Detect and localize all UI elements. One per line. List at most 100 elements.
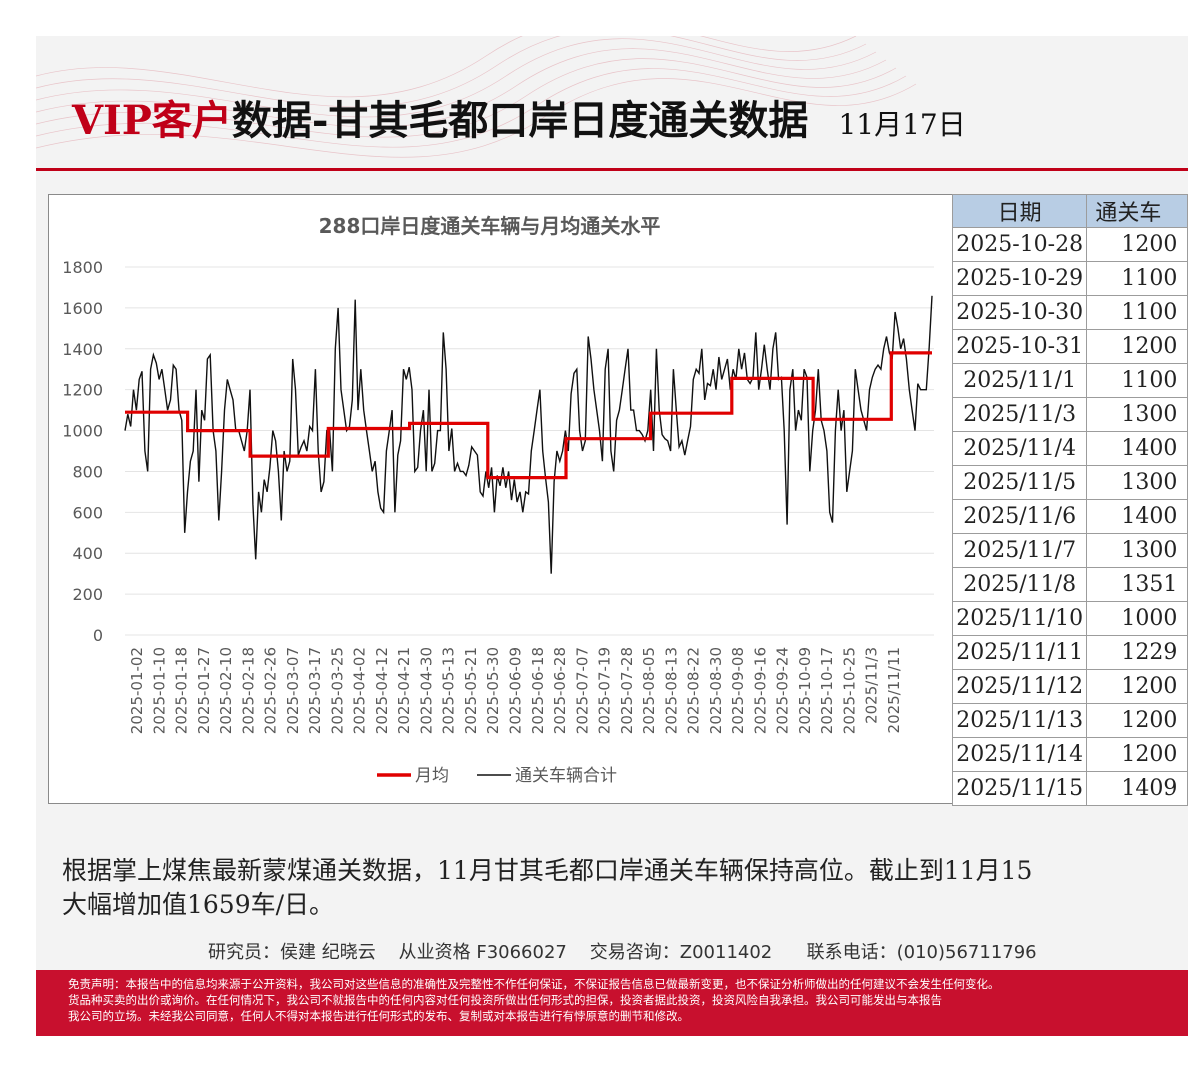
table-cell-date: 2025/11/11 — [951, 635, 1088, 670]
table-row: 2025/11/10 1000 — [951, 601, 1188, 636]
x-tick-label: 2025-08-13 — [662, 647, 680, 734]
table-row: 2025-10-29 1100 — [951, 261, 1188, 296]
table-cell-vehicles: 1400 — [1086, 499, 1188, 534]
disclaimer-line-2: 货品种买卖的出价或询价。在任何情况下，我公司不就报告中的任何内容对任何投资所做出… — [68, 993, 942, 1007]
x-tick-label: 2025-06-18 — [529, 647, 547, 734]
consult-number: 交易咨询：Z0011402 — [589, 942, 773, 963]
table-cell-date: 2025/11/12 — [951, 669, 1088, 704]
x-tick-label: 2025-02-10 — [217, 647, 235, 734]
y-tick-label: 1400 — [62, 340, 103, 359]
chart-title: 288口岸日度通关车辆与月均通关水平 — [319, 214, 661, 238]
table-cell-date: 2025/11/13 — [951, 703, 1088, 738]
qualification: 从业资格 F3066027 — [398, 942, 567, 963]
table-row: 2025/11/7 1300 — [951, 533, 1188, 568]
disclaimer-banner: 免责声明：本报告中的信息均来源于公开资料，我公司对这些信息的准确性及完整性不作任… — [36, 970, 1188, 1036]
x-tick-label: 2025-07-19 — [596, 647, 614, 734]
x-tick-label: 2025-05-21 — [462, 647, 480, 734]
table-cell-vehicles: 1200 — [1086, 703, 1188, 738]
x-tick-label: 2025-09-24 — [774, 647, 792, 734]
x-tick-label: 2025-07-07 — [573, 647, 591, 734]
disclaimer-line-1: 免责声明：本报告中的信息均来源于公开资料，我公司对这些信息的准确性及完整性不作任… — [68, 977, 1000, 991]
table-row: 2025/11/11 1229 — [951, 635, 1188, 670]
x-tick-label: 2025-08-30 — [707, 647, 725, 734]
y-tick-label: 1800 — [62, 258, 103, 277]
table-cell-vehicles: 1100 — [1086, 363, 1188, 398]
analysis-line-1: 根据掌上煤焦最新蒙煤通关数据，11月甘其毛都口岸通关车辆保持高位。截止到11月1… — [62, 856, 1033, 885]
x-tick-label: 2025-08-05 — [640, 647, 658, 734]
x-tick-label: 2025-03-17 — [306, 647, 324, 734]
x-tick-label: 2025-06-28 — [551, 647, 569, 734]
x-tick-label: 2025-04-02 — [351, 647, 369, 734]
x-tick-label: 2025-02-26 — [262, 647, 280, 734]
x-tick-label: 2025-03-07 — [284, 647, 302, 734]
contact-line: 研究员：侯建 纪晓云 从业资格 F3066027 交易咨询：Z0011402 联… — [208, 938, 1037, 964]
x-tick-label: 2025-03-25 — [328, 647, 346, 734]
x-tick-label: 2025/11/3 — [863, 647, 881, 724]
table-cell-date: 2025/11/6 — [951, 499, 1088, 534]
legend-label-daily: 通关车辆合计 — [515, 766, 617, 786]
table-cell-vehicles: 1200 — [1086, 737, 1188, 772]
x-tick-label: 2025-07-28 — [618, 647, 636, 734]
table-cell-vehicles: 1351 — [1086, 567, 1188, 602]
table-cell-vehicles: 1229 — [1086, 635, 1188, 670]
researchers: 研究员：侯建 纪晓云 — [208, 942, 376, 963]
table-cell-date: 2025-10-28 — [951, 227, 1088, 262]
x-tick-label: 2025/11/11 — [885, 647, 903, 733]
x-tick-label: 2025-08-22 — [685, 647, 703, 734]
table-header-row: 日期 通关车 — [951, 194, 1188, 228]
table-cell-vehicles: 1200 — [1086, 329, 1188, 364]
x-tick-label: 2025-01-18 — [173, 647, 191, 734]
title-main: 数据-甘其毛都口岸日度通关数据 — [231, 97, 809, 144]
y-tick-label: 1600 — [62, 299, 103, 318]
table-row: 2025/11/14 1200 — [951, 737, 1188, 772]
table-row: 2025/11/15 1409 — [951, 771, 1188, 806]
table-row: 2025/11/4 1400 — [951, 431, 1188, 466]
table-cell-vehicles: 1400 — [1086, 431, 1188, 466]
y-tick-label: 1200 — [62, 381, 103, 400]
table-row: 2025/11/1 1100 — [951, 363, 1188, 398]
table-cell-vehicles: 1300 — [1086, 465, 1188, 500]
y-tick-label: 400 — [72, 544, 103, 563]
x-tick-label: 2025-01-10 — [150, 647, 168, 734]
page-title: VIP客户数据-甘其毛都口岸日度通关数据 11月17日 — [72, 88, 966, 146]
table-cell-date: 2025-10-29 — [951, 261, 1088, 296]
table-cell-date: 2025/11/10 — [951, 601, 1088, 636]
x-tick-label: 2025-10-09 — [796, 647, 814, 734]
daily-clearance-chart: 288口岸日度通关车辆与月均通关水平 0 200 400 600 800 1000 1200 1… — [62, 214, 934, 786]
x-tick-label: 2025-05-13 — [440, 647, 458, 734]
x-tick-label: 2025-04-30 — [417, 647, 435, 734]
table-cell-date: 2025/11/8 — [951, 567, 1088, 602]
table-row: 2025/11/3 1300 — [951, 397, 1188, 432]
report-date: 11月17日 — [838, 108, 966, 141]
chart-panel: 288口岸日度通关车辆与月均通关水平 0 200 400 600 800 1000 1200 1… — [48, 194, 953, 804]
x-tick-label: 2025-01-27 — [195, 647, 213, 734]
x-tick-label: 2025-04-21 — [395, 647, 413, 734]
table-row: 2025-10-30 1100 — [951, 295, 1188, 330]
table-cell-date: 2025-10-31 — [951, 329, 1088, 364]
table-row: 2025-10-28 1200 — [951, 227, 1188, 262]
table-header-date: 日期 — [951, 194, 1088, 228]
table-cell-date: 2025-10-30 — [951, 295, 1088, 330]
y-tick-label: 600 — [72, 503, 103, 522]
x-tick-label: 2025-01-02 — [128, 647, 146, 734]
report-slide: VIP客户数据-甘其毛都口岸日度通关数据 11月17日 288口岸日度通关车辆与月… — [36, 36, 1188, 1036]
legend-label-monthly: 月均 — [415, 766, 449, 786]
table-header-vehicles: 通关车 — [1086, 194, 1188, 228]
table-cell-vehicles: 1200 — [1086, 669, 1188, 704]
x-tick-label: 2025-09-16 — [751, 647, 769, 734]
analysis-line-2: 大幅增加值1659车/日。 — [62, 890, 335, 919]
table-cell-vehicles: 1200 — [1086, 227, 1188, 262]
analysis-text: 根据掌上煤焦最新蒙煤通关数据，11月甘其毛都口岸通关车辆保持高位。截止到11月1… — [62, 854, 1188, 922]
x-tick-label: 2025-09-08 — [729, 647, 747, 734]
title-divider — [36, 168, 1188, 171]
y-tick-label: 800 — [72, 462, 103, 481]
y-tick-label: 200 — [72, 585, 103, 604]
table-row: 2025/11/13 1200 — [951, 703, 1188, 738]
title-vip-prefix: VIP客户 — [72, 97, 232, 144]
disclaimer-line-3: 我公司的立场。未经我公司同意，任何人不得对本报告进行任何形式的发布、复制或对本报… — [68, 1009, 689, 1023]
table-row: 2025/11/8 1351 — [951, 567, 1188, 602]
x-tick-label: 2025-04-12 — [373, 647, 391, 734]
table-cell-date: 2025/11/5 — [951, 465, 1088, 500]
table-cell-vehicles: 1300 — [1086, 397, 1188, 432]
table-cell-date: 2025/11/15 — [951, 771, 1088, 806]
